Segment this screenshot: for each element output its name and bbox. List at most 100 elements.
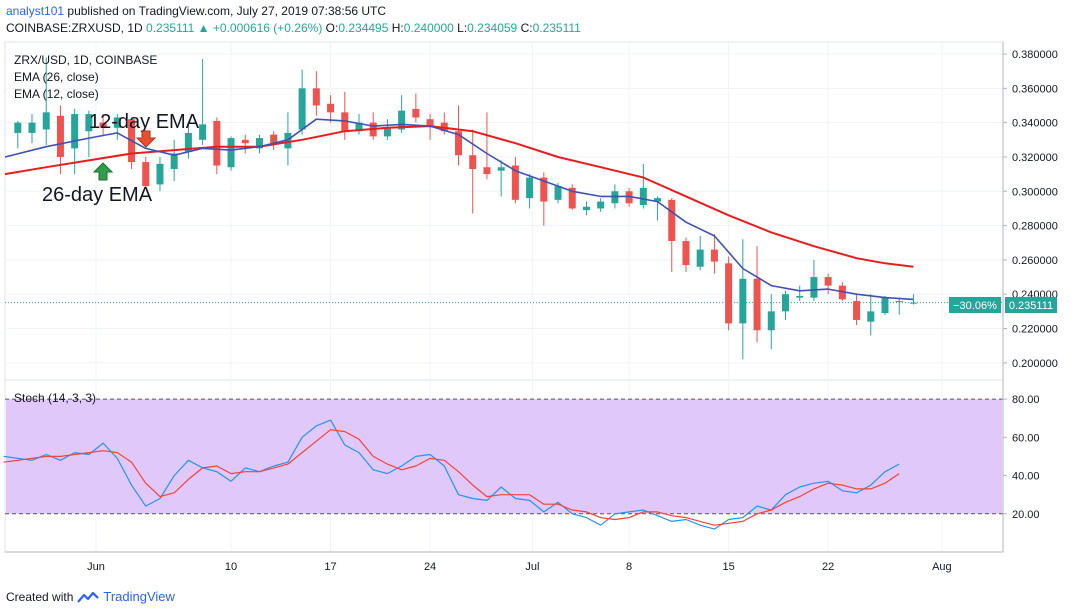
- y-tick-label: 0.360000: [1012, 83, 1058, 95]
- candle-bull: [781, 294, 789, 312]
- close-label: C:: [520, 21, 533, 35]
- y-tick-label: 0.320000: [1012, 152, 1058, 164]
- y-tick-label: 0.200000: [1012, 358, 1058, 370]
- candle-bear: [56, 115, 64, 157]
- candle-bull: [71, 114, 79, 149]
- stoch-tick-label: 20.00: [1012, 509, 1040, 521]
- price-change: +0.000616 (+0.26%): [212, 21, 323, 35]
- high-value: 0.240000: [403, 21, 454, 35]
- stoch-band-fill: [6, 399, 1002, 514]
- candle-bear: [213, 120, 221, 166]
- candle-bull: [767, 311, 775, 331]
- candle-bull: [654, 198, 662, 202]
- y-tick-label: 0.380000: [1012, 49, 1058, 61]
- candle-bear: [412, 108, 420, 118]
- stoch-k-line: [3, 419, 900, 530]
- candle-bull: [909, 302, 917, 304]
- price-tag-bg: [1005, 297, 1057, 313]
- candle-bear: [668, 199, 676, 242]
- last-price: 0.235111: [146, 21, 195, 35]
- x-tick-label: 17: [324, 561, 336, 573]
- ema-lines: [4, 118, 914, 301]
- pair-legend: ZRX/USD, 1D, COINBASE: [14, 53, 157, 67]
- candle-bull: [227, 138, 235, 168]
- candle-bull: [597, 201, 605, 209]
- candle-bear: [568, 187, 576, 209]
- candle-bear: [725, 263, 733, 324]
- candle-bull: [554, 186, 562, 200]
- open-label: O:: [325, 21, 339, 35]
- symbol-label: COINBASE:ZRXUSD, 1D: [6, 21, 143, 35]
- ema26-annotation: 26-day EMA: [42, 184, 153, 206]
- footer: Created with TradingView: [6, 589, 175, 604]
- tradingview-logo-icon: [77, 591, 100, 603]
- candle-bear: [241, 139, 249, 144]
- candle-bear: [341, 112, 349, 132]
- candle-bull: [170, 153, 178, 169]
- candle-bull: [85, 114, 93, 132]
- created-with-text: Created with: [6, 589, 74, 604]
- green-up-arrow-icon: [92, 162, 114, 181]
- candle-bull: [255, 138, 263, 149]
- candle-bull: [810, 277, 818, 298]
- pct-tag-bg: [949, 297, 1001, 313]
- y-tick-label: 0.220000: [1012, 324, 1058, 336]
- candle-bear: [838, 285, 846, 300]
- candles: [14, 57, 917, 360]
- candle-bull: [284, 132, 292, 149]
- candle-bear: [270, 134, 278, 144]
- x-tick-label: 22: [822, 561, 834, 573]
- candle-bull: [156, 163, 164, 185]
- candle-bull: [355, 122, 363, 132]
- candle-bear: [625, 191, 633, 204]
- close-value: 0.235111: [532, 21, 581, 35]
- candle-bull: [526, 177, 534, 199]
- candle-bear: [753, 278, 761, 331]
- candle-bull: [298, 88, 306, 130]
- candle-bull: [881, 297, 889, 314]
- candle-bull: [28, 122, 36, 133]
- candle-bear: [426, 119, 434, 127]
- candle-bull: [639, 187, 647, 205]
- candle-bull: [867, 311, 875, 322]
- low-value: 0.234059: [467, 21, 518, 35]
- candle-bull: [398, 110, 406, 130]
- low-label: L:: [457, 21, 468, 35]
- candle-bear: [142, 162, 150, 187]
- y-tick-label: 0.340000: [1012, 118, 1058, 130]
- price-tag: 0.235111: [1009, 300, 1053, 312]
- candle-bull: [113, 117, 121, 128]
- author-link[interactable]: analyst101: [6, 4, 65, 18]
- ema12-line: [4, 118, 914, 301]
- candle-bear: [511, 165, 519, 200]
- red-down-arrow-icon: [135, 130, 157, 148]
- candle-bear: [682, 241, 690, 266]
- ohlc-header: COINBASE:ZRXUSD, 1D 0.235111 ▲ +0.000616…: [6, 21, 581, 35]
- y-tick-label: 0.260000: [1012, 255, 1058, 267]
- candle-bear: [710, 249, 718, 262]
- high-label: H:: [391, 21, 404, 35]
- candle-bull: [582, 206, 590, 211]
- candle-bull: [895, 301, 903, 303]
- tradingview-brand-link[interactable]: TradingView: [103, 589, 175, 604]
- candle-bear: [824, 277, 832, 286]
- stoch-band: [5, 398, 1003, 515]
- stoch-d-line: [3, 429, 900, 526]
- candle-bear: [469, 155, 477, 169]
- candle-bear: [312, 88, 320, 106]
- publish-text: published on TradingView.com, July 27, 2…: [67, 4, 387, 18]
- candle-bull: [796, 295, 804, 298]
- candle-bull: [611, 191, 619, 204]
- main-pane[interactable]: [4, 41, 1004, 381]
- stoch-tick-label: 60.00: [1012, 432, 1040, 444]
- open-value: 0.234495: [338, 21, 389, 35]
- candle-bear: [540, 177, 548, 202]
- x-tick-label: 10: [225, 561, 237, 573]
- candle-bear: [483, 167, 491, 175]
- x-tick-label: Aug: [932, 561, 952, 573]
- candle-bull: [739, 278, 747, 324]
- candle-bull: [383, 127, 391, 137]
- ema26-legend: EMA (26, close): [14, 70, 99, 84]
- x-tick-label: Jun: [87, 561, 105, 573]
